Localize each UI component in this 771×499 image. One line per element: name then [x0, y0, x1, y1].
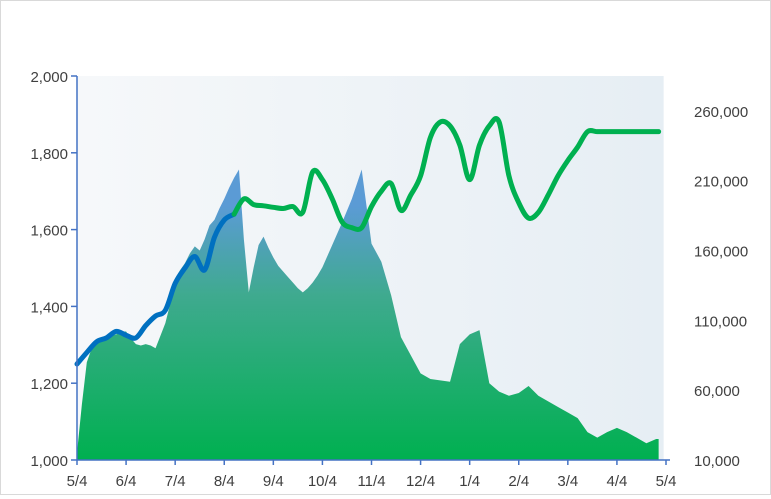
- y-left-tick-label: 1,400: [30, 299, 68, 316]
- x-tick-label: 7/4: [165, 473, 186, 490]
- line-series-2: [231, 116, 662, 232]
- x-tick-label: 8/4: [214, 473, 235, 490]
- x-tick-label: 4/4: [606, 473, 627, 490]
- y-right-tick-label: 10,000: [694, 453, 740, 470]
- x-tick-label: 5/4: [67, 473, 88, 490]
- y-right-tick-label: 160,000: [694, 244, 748, 261]
- y-left-tick-label: 1,000: [30, 453, 68, 470]
- area-series: [77, 169, 659, 460]
- y-left-tick-label: 1,200: [30, 376, 68, 393]
- x-tick-label: 2/4: [508, 473, 529, 490]
- line-series-1: [74, 211, 237, 367]
- x-tick-label: 1/4: [459, 473, 480, 490]
- x-tick-label: 6/4: [116, 473, 137, 490]
- x-tick-label: 11/4: [357, 473, 385, 490]
- y-right-tick-label: 60,000: [694, 383, 740, 400]
- x-tick-label: 10/4: [308, 473, 337, 490]
- y-right-tick-label: 260,000: [694, 104, 748, 121]
- x-tick-label: 9/4: [263, 473, 284, 490]
- y-left-tick-label: 1,600: [30, 223, 68, 240]
- y-left-tick-label: 1,800: [30, 146, 68, 163]
- y-right-tick-label: 110,000: [694, 313, 747, 330]
- x-tick-label: 12/4: [406, 473, 435, 490]
- x-tick-label: 5/4: [656, 473, 677, 490]
- y-right-tick-label: 210,000: [694, 174, 748, 191]
- y-left-tick-label: 2,000: [30, 69, 68, 86]
- x-tick-label: 3/4: [557, 473, 578, 490]
